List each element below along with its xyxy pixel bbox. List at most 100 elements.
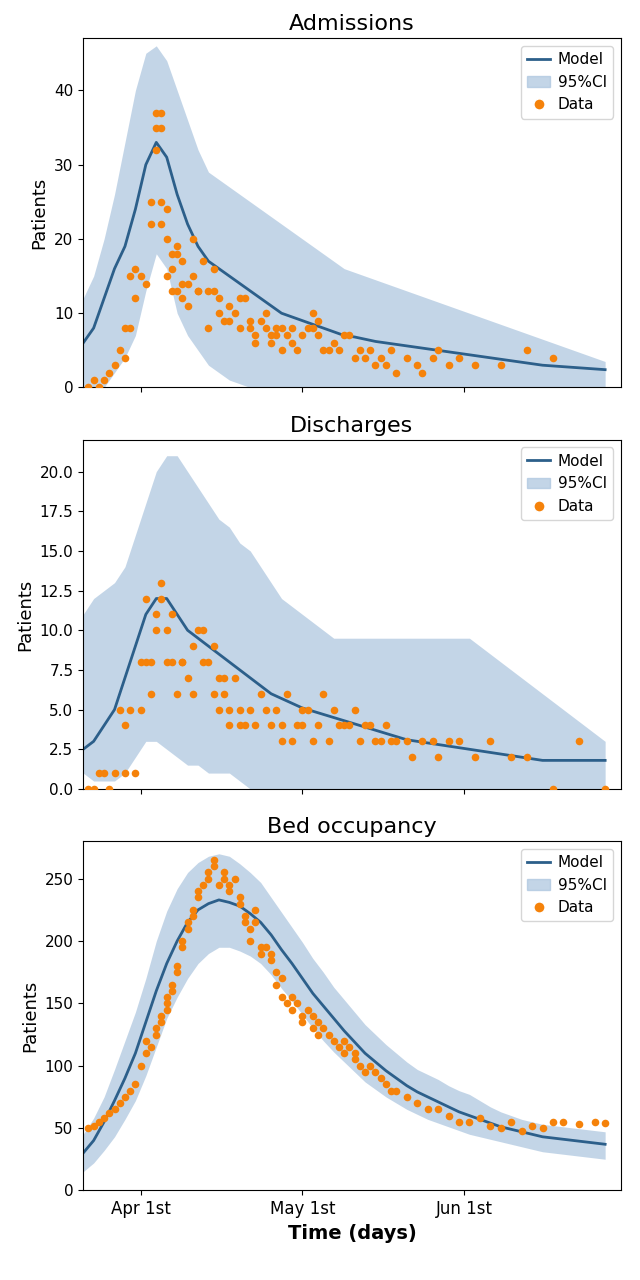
Point xyxy=(355,340,365,361)
Point xyxy=(318,1018,328,1038)
Point xyxy=(167,974,177,995)
Point xyxy=(276,317,287,338)
Point xyxy=(146,652,156,672)
Point xyxy=(360,1061,370,1082)
Point xyxy=(198,874,209,895)
Point xyxy=(219,868,229,888)
Point xyxy=(88,778,99,799)
Point xyxy=(292,716,302,736)
Point xyxy=(245,931,255,951)
Point xyxy=(417,731,428,751)
Point xyxy=(141,652,151,672)
Point xyxy=(151,140,161,160)
Point xyxy=(271,317,282,338)
Y-axis label: Patients: Patients xyxy=(16,579,34,650)
Point xyxy=(308,1018,318,1038)
Point xyxy=(371,355,381,375)
Point xyxy=(282,325,292,346)
Point xyxy=(136,266,146,287)
Point xyxy=(292,340,302,361)
Title: Admissions: Admissions xyxy=(289,14,415,35)
Point xyxy=(146,684,156,704)
Point xyxy=(266,716,276,736)
Point xyxy=(287,333,297,353)
Point xyxy=(349,1050,360,1070)
Point xyxy=(355,1056,365,1076)
Point xyxy=(120,763,130,783)
Point xyxy=(167,280,177,301)
Point xyxy=(141,589,151,609)
Y-axis label: Patients: Patients xyxy=(21,979,39,1052)
Point xyxy=(125,1080,135,1101)
Point xyxy=(381,716,391,736)
Point xyxy=(292,993,302,1014)
Point xyxy=(381,355,391,375)
Point xyxy=(204,317,214,338)
Point xyxy=(177,251,188,271)
Point xyxy=(172,956,182,977)
Point xyxy=(323,731,333,751)
Point xyxy=(109,1100,120,1120)
Point xyxy=(151,620,161,640)
Point xyxy=(188,906,198,927)
Point xyxy=(224,296,234,316)
Point xyxy=(188,266,198,287)
Legend: Model, 95%CI, Data: Model, 95%CI, Data xyxy=(521,448,613,520)
Point xyxy=(287,987,297,1007)
Point xyxy=(433,1100,444,1120)
Point xyxy=(485,1115,495,1135)
Point xyxy=(99,763,109,783)
Point xyxy=(235,893,245,914)
Point xyxy=(334,1037,344,1057)
Legend: Model, 95%CI, Data: Model, 95%CI, Data xyxy=(521,849,613,922)
Point xyxy=(495,355,506,375)
Point xyxy=(177,652,188,672)
Point xyxy=(298,1012,308,1033)
Point xyxy=(412,355,422,375)
Point xyxy=(402,1087,412,1107)
Point xyxy=(271,699,282,719)
Point xyxy=(156,118,166,138)
Point xyxy=(308,303,318,324)
Point xyxy=(282,993,292,1014)
Point xyxy=(156,572,166,593)
Point xyxy=(516,1120,527,1140)
Point xyxy=(266,950,276,970)
Point xyxy=(454,348,464,369)
Point xyxy=(99,370,109,390)
Point xyxy=(240,716,250,736)
Point xyxy=(151,118,161,138)
Point xyxy=(198,620,209,640)
Point xyxy=(209,850,219,870)
Point xyxy=(454,1111,464,1132)
Point xyxy=(287,731,297,751)
Point xyxy=(287,317,297,338)
Point xyxy=(600,1112,611,1133)
Point xyxy=(115,340,125,361)
Point xyxy=(548,1111,558,1132)
Point xyxy=(193,881,203,901)
Point xyxy=(104,778,115,799)
Point xyxy=(250,325,260,346)
Point xyxy=(136,699,146,719)
Point xyxy=(224,699,234,719)
Point xyxy=(250,333,260,353)
Point xyxy=(271,974,282,995)
Point xyxy=(334,716,344,736)
Y-axis label: Patients: Patients xyxy=(31,177,49,250)
Point xyxy=(245,918,255,938)
Point xyxy=(193,620,203,640)
Point xyxy=(271,963,282,983)
Point xyxy=(422,1100,433,1120)
Point xyxy=(214,288,224,308)
Point xyxy=(235,288,245,308)
Point xyxy=(120,716,130,736)
Point xyxy=(313,1024,323,1044)
Point xyxy=(177,288,188,308)
Point xyxy=(276,987,287,1007)
Point xyxy=(104,362,115,383)
Point xyxy=(245,317,255,338)
Point xyxy=(188,636,198,657)
Point xyxy=(298,1006,308,1027)
Point xyxy=(125,699,135,719)
